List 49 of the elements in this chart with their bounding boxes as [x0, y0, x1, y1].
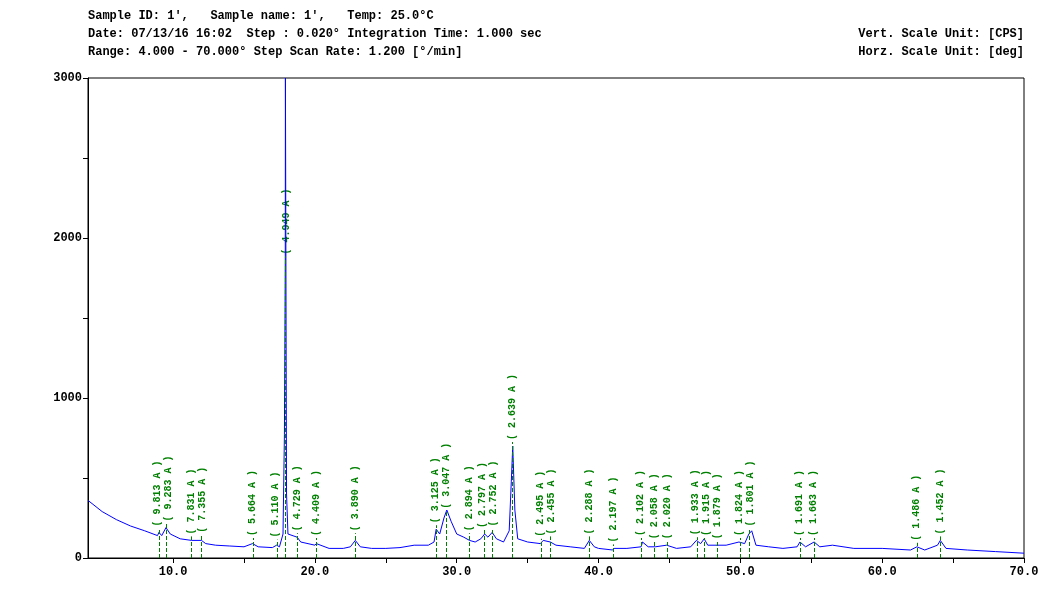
annotation: ( 9.813 A ) [151, 460, 163, 527]
annotation: ( 2.020 A ) [661, 473, 673, 540]
annotation: ( 9.283 A ) [162, 455, 174, 522]
text: Date: 07/13/16 16:02 Step : 0.020° Integration Time: 1.000 sec [88, 27, 542, 41]
annotation: ( 3.125 A ) [430, 457, 442, 524]
x-tick-label: 10.0 [158, 565, 188, 579]
annotation: ( 7.355 A ) [196, 466, 208, 533]
x-tick-label: 50.0 [725, 565, 755, 579]
annotation: ( 2.797 A ) [477, 461, 489, 528]
x-tick-label: 70.0 [1009, 565, 1039, 579]
annotation: ( 3.890 A ) [349, 465, 361, 532]
annotation: ( 2.058 A ) [649, 473, 661, 540]
annotation: ( 2.752 A ) [488, 460, 500, 527]
annotation: ( 5.110 A ) [270, 471, 282, 538]
annotation: ( 1.824 A ) [733, 469, 745, 536]
line-series [87, 77, 1025, 554]
annotation: ( 1.691 A ) [794, 469, 806, 536]
annotation: ( 2.894 A ) [463, 465, 475, 532]
annotation: ( 1.879 A ) [712, 473, 724, 540]
chart-title: Sample ID: 1', Sample name: 1', Temp: 25.0°C [88, 9, 434, 23]
annotation: ( 1.486 A ) [911, 474, 923, 541]
annotation: ( 1.915 A ) [700, 469, 712, 536]
annotation: ( 2.639 A ) [507, 373, 519, 440]
annotation: ( 1.663 A ) [808, 469, 820, 536]
text: Range: 4.000 - 70.000° Step Scan Rate: 1.200 [°/min] [88, 45, 463, 59]
y-tick-label: 2000 [53, 231, 82, 245]
annotation: ( 7.831 A ) [185, 468, 197, 535]
annotation: ( 5.664 A ) [247, 469, 259, 536]
annotation: ( 4.409 A ) [311, 469, 323, 536]
text: Vert. Scale Unit: [CPS] [858, 27, 1025, 41]
x-tick-label: 20.0 [300, 565, 330, 579]
x-tick-label: 30.0 [442, 565, 472, 579]
annotation: ( 1.801 A ) [744, 460, 756, 527]
y-tick-label: 0 [74, 551, 82, 565]
annotation: ( 2.288 A ) [583, 468, 595, 535]
annotation: ( 4.729 A ) [291, 465, 303, 532]
x-tick-label: 60.0 [867, 565, 897, 579]
annotation: ( 2.455 A ) [545, 468, 557, 535]
annotation: ( 4.949 A ) [280, 188, 292, 255]
annotation: ( 1.933 A ) [689, 469, 701, 536]
annotation: ( 1.452 A ) [934, 468, 946, 535]
y-tick-label: 3000 [53, 71, 82, 85]
annotation: ( 3.047 A ) [441, 442, 453, 509]
x-tick-label: 40.0 [584, 565, 613, 579]
annotation: ( 2.495 A ) [534, 470, 546, 537]
annotation: ( 2.197 A ) [607, 476, 619, 543]
text: Horz. Scale Unit: [deg] [858, 45, 1025, 59]
y-tick-label: 1000 [53, 391, 82, 405]
annotation: ( 2.102 A ) [635, 469, 647, 536]
